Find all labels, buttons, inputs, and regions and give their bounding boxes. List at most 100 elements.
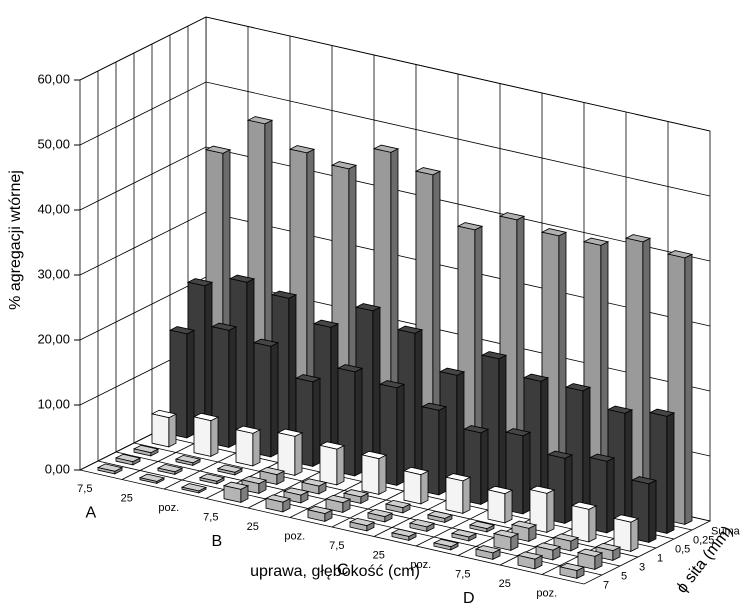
x-tick-label: 25 [121,492,133,504]
bar-front [115,457,134,466]
bar-front [217,468,236,476]
bar-front [427,514,446,523]
bar-side [588,505,597,543]
bar [96,463,124,475]
x-tick-label: 7,5 [203,511,218,523]
bar-front [409,522,428,532]
depth-tick-label: 5 [621,570,627,582]
bar-front [613,517,632,552]
bar [360,450,388,496]
bar-front [97,467,116,475]
bar [504,428,532,515]
bar [468,520,496,533]
bar [558,562,586,580]
bar [306,505,334,523]
bar [516,551,544,570]
bar-front [385,503,404,514]
x-tick-label: 25 [247,521,259,533]
x-tick-label: poz. [284,530,305,542]
bar-side [228,326,237,449]
x-tick-label: 7,5 [455,568,470,580]
bar [318,441,346,486]
x-tick-label: 7,5 [329,540,344,552]
bar-front [487,489,506,524]
group-label: B [211,533,222,550]
bar-side [648,479,657,544]
bar-front [367,512,386,523]
x-tick-label: poz. [536,587,557,599]
bar [492,529,520,552]
y-tick-label: 30,00 [37,266,70,281]
bar-side [246,278,255,440]
bar [132,444,160,457]
bar [474,545,502,561]
bar [486,485,514,524]
x-tick-label: 25 [373,549,385,561]
bar [174,454,202,467]
bar-side [630,517,639,553]
bar [168,326,196,439]
grid-line [79,81,711,197]
bar-front [157,467,176,475]
bar-side [204,281,213,430]
bar-front [559,566,578,579]
x-tick-label: 7,5 [77,483,92,495]
x-tick-label: poz. [158,502,179,514]
bar [234,425,262,467]
bar [444,473,472,515]
bar [450,529,478,542]
bar [264,494,292,513]
bar-side [498,354,507,497]
bar-side [642,237,651,516]
bar [432,538,460,551]
bar-side [438,406,447,496]
y-axis-label: % agregacji wtórnej [7,170,24,310]
bar-side [168,413,177,448]
y-tick-label: 10,00 [37,396,70,411]
bar [276,428,304,477]
bar [252,338,280,458]
bar [192,412,220,458]
group-label: C [337,561,349,578]
bar-front [175,458,194,466]
bar-front [325,498,344,513]
bar-side [624,409,633,525]
grid-line [79,16,711,132]
bar [156,463,184,476]
bar [342,489,370,505]
bar-front [151,413,170,448]
bar [216,464,244,476]
y-tick-label: 50,00 [37,136,70,151]
bar-side [372,306,381,468]
bar [612,514,640,553]
bar-front [493,533,512,551]
bar [438,367,466,487]
bar-side [186,329,195,439]
bar-side [288,294,297,449]
bar-side [270,342,279,458]
bar-side [504,489,513,524]
bar [528,485,556,534]
bar-front [451,532,470,542]
depth-tick-label: 3 [639,561,645,573]
bar-front [307,509,326,522]
bar-front [235,429,254,467]
depth-tick-label: 0,25 [693,534,714,546]
bar [402,466,430,505]
bar-front [343,492,362,504]
bar [588,453,616,534]
bar [222,481,250,504]
group-label: A [85,504,96,521]
bar [150,409,178,448]
bar-side [462,476,471,515]
bar [366,508,394,523]
x-tick-label: poz. [410,559,431,571]
bar [324,494,352,514]
bar-side [312,377,321,468]
bar-front [469,524,488,533]
bar-side [354,367,363,477]
bar-front [265,497,284,513]
bar [258,466,286,486]
bar-front [349,521,368,532]
